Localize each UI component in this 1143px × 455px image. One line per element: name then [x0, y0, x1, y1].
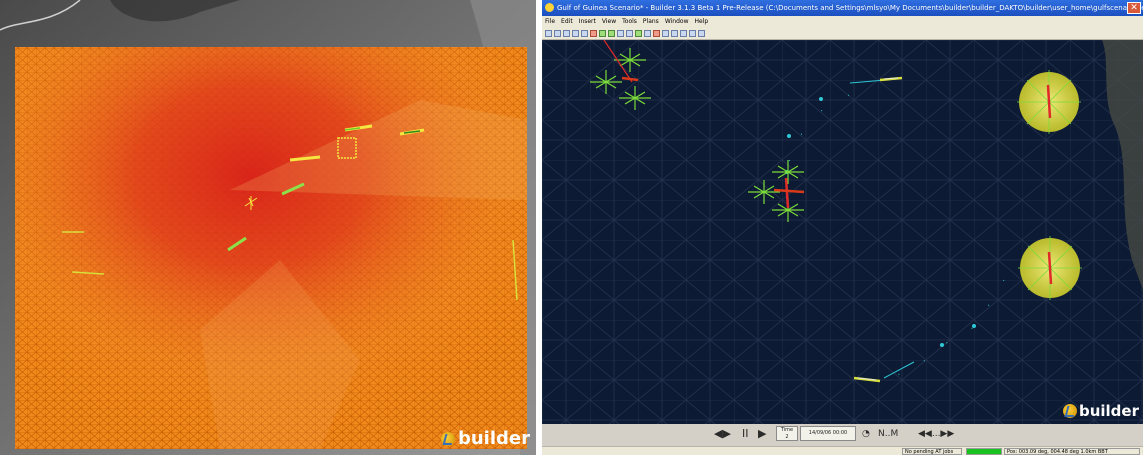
unit-cluster-4 [281, 182, 305, 196]
status-message: No pending AT jobs [902, 448, 962, 455]
menu-item-view[interactable]: View [601, 18, 617, 25]
open-file-icon[interactable] [554, 29, 561, 37]
unit-cluster-top-left [590, 48, 651, 110]
window-titlebar[interactable]: Gulf of Guinea Scenario* - Builder 3.1.3… [542, 0, 1143, 16]
add-group-icon[interactable] [608, 29, 615, 37]
play-button[interactable]: ▶ [758, 427, 767, 440]
status-progress [966, 448, 1002, 455]
map-viewport[interactable]: builder [542, 40, 1143, 424]
menu-item-file[interactable]: File [545, 18, 556, 25]
menu-item-edit[interactable]: Edit [561, 18, 573, 25]
measure-icon[interactable] [644, 29, 651, 37]
ship-marker-bottom [853, 376, 881, 383]
window-title: Gulf of Guinea Scenario* - Builder 3.1.3… [557, 4, 1143, 12]
close-button[interactable]: ✕ [1127, 2, 1141, 14]
pause-button[interactable]: II [742, 427, 749, 440]
threat-icon[interactable] [653, 29, 660, 37]
target-square [337, 137, 357, 159]
right-builder-logo: builder [1062, 402, 1139, 420]
add-unit-icon[interactable] [599, 29, 606, 37]
threat-zone-top-right [1017, 70, 1081, 134]
skip-button[interactable]: ◀◀...▶▶ [918, 429, 955, 439]
menu-item-plans[interactable]: Plans [642, 18, 659, 25]
app-icon [545, 3, 554, 12]
time-label: Time 2 [776, 426, 798, 441]
new-file-icon[interactable] [545, 29, 552, 37]
left-builder-logo: builder [440, 428, 530, 449]
unit-cluster-5 [227, 236, 247, 252]
save-icon[interactable] [563, 29, 570, 37]
menu-item-tools[interactable]: Tools [622, 18, 637, 25]
menu-bar: File Edit Insert View Tools Plans Window Help [542, 16, 1143, 27]
unit-cluster-1 [344, 124, 373, 132]
grid-icon[interactable] [671, 29, 678, 37]
red-unit-top-left [621, 76, 639, 82]
lit-wedge [230, 100, 527, 200]
menu-item-insert[interactable]: Insert [578, 18, 596, 25]
builder-logo-icon [1062, 404, 1077, 418]
builder-logo-icon [440, 431, 455, 446]
red-unit-center-bar [773, 188, 805, 194]
heat-overlay [15, 47, 527, 449]
lit-wedge-lower [200, 260, 360, 449]
cut-icon[interactable] [572, 29, 579, 37]
red-unit-center [784, 177, 790, 209]
status-bar: No pending AT jobs Pos: 003.09 deg, 004.… [542, 446, 1143, 455]
coast-edge [0, 0, 81, 31]
clock-icon[interactable]: ◔ [862, 429, 870, 439]
left-builder-label: builder [457, 428, 530, 449]
builder-window: Gulf of Guinea Scenario* - Builder 3.1.3… [542, 0, 1143, 455]
right-edge-units [512, 239, 518, 301]
route-icon[interactable] [635, 29, 642, 37]
threat-zone-mid-right [1018, 236, 1082, 300]
yellow-star-marker [244, 196, 258, 210]
unit-cluster-center [748, 160, 804, 222]
land-right-edge [1102, 40, 1143, 290]
delete-icon[interactable] [590, 29, 597, 37]
menu-item-window[interactable]: Window [664, 18, 689, 25]
redo-icon[interactable] [689, 29, 696, 37]
time-value: 2 [785, 434, 789, 440]
playback-controls: ◀▶ II ▶ Time 2 14/09/06 00:00 ◔ N..M ◀◀.… [542, 424, 1143, 446]
date-field[interactable]: 14/09/06 00:00 [800, 426, 856, 441]
pan-icon[interactable] [626, 29, 633, 37]
left-map-canvas[interactable] [0, 0, 536, 455]
toolbar [542, 27, 1143, 40]
coastline [110, 0, 240, 22]
unit-cluster-2 [399, 128, 425, 136]
menu-item-help[interactable]: Help [694, 18, 709, 25]
undo-icon[interactable] [680, 29, 687, 37]
rewind-button[interactable]: ◀▶ [714, 427, 731, 440]
scenario-map-canvas[interactable] [542, 40, 1143, 424]
step-button[interactable]: N..M [878, 429, 899, 439]
track-line-bottom [883, 361, 915, 379]
layers-icon[interactable] [662, 29, 669, 37]
time-label-text: Time [780, 427, 794, 433]
right-builder-label: builder [1078, 402, 1139, 420]
left-panel: builder [0, 0, 536, 455]
red-vector-top-left [603, 40, 633, 83]
ship-marker-top [879, 76, 903, 82]
track-dots [785, 97, 976, 347]
zoom-icon[interactable] [617, 29, 624, 37]
left-unit-b [71, 271, 105, 275]
copy-icon[interactable] [581, 29, 588, 37]
unit-cluster-3 [289, 155, 321, 162]
help-icon[interactable] [698, 29, 705, 37]
status-coordinates: Pos: 003.09 deg, 004.48 deg 1.0km BBT [1004, 448, 1140, 455]
